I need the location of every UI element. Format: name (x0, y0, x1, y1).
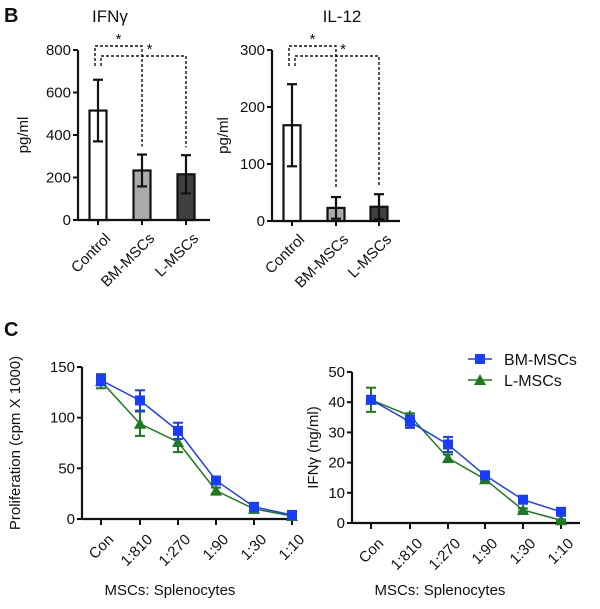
legend: BM-MSCs L-MSCs (468, 352, 577, 390)
triangle-marker (134, 417, 146, 429)
square-marker (480, 470, 490, 481)
x-tick-label: Con (86, 531, 117, 562)
x-axis-label: MSCs: Splenocytes (375, 582, 506, 599)
triangle-marker (517, 504, 529, 516)
y-tick-label: 50 (58, 460, 75, 477)
square-marker (96, 375, 106, 386)
triangle-marker (210, 484, 222, 496)
chart-title: IL-12 (323, 7, 362, 26)
square-marker (366, 394, 376, 405)
y-tick-label: 0 (257, 213, 265, 230)
y-tick-label: 150 (50, 359, 75, 376)
y-tick-label: 300 (240, 42, 265, 59)
significance-bracket (294, 55, 380, 187)
triangle-marker (474, 374, 486, 385)
significance-star: * (340, 41, 346, 58)
square-marker (135, 395, 145, 406)
significance-bracket (100, 55, 187, 148)
series-line (100, 379, 293, 516)
y-tick-label: 0 (337, 515, 345, 532)
y-axis-label: Proliferation (cpm X 1000) (7, 356, 24, 530)
square-marker (475, 354, 485, 364)
significance-bracket (94, 45, 143, 147)
chart-il12-bar: 0100200300pg/mlIL-12ControlBM-MSCsL-MSCs… (215, 7, 400, 292)
triangle-marker (555, 514, 567, 526)
y-tick-label: 20 (328, 455, 345, 472)
y-tick-label: 600 (46, 85, 71, 102)
y-tick-label: 50 (328, 364, 345, 381)
chart-ifng-bar: 0200400600800pg/mlIFNγControlBM-MSCsL-MS… (15, 7, 210, 291)
y-tick-label: 200 (240, 99, 265, 116)
series-line (370, 399, 562, 522)
square-marker (249, 501, 259, 512)
x-tick-label: 1:270 (426, 535, 465, 574)
y-tick-label: 0 (63, 212, 71, 229)
square-marker (443, 439, 453, 450)
y-axis-label: IFNγ (ng/ml) (305, 406, 322, 489)
legend-label: L-MSCs (504, 373, 562, 390)
square-marker (211, 475, 221, 486)
y-axis-label: pg/ml (215, 117, 232, 154)
x-tick-label: 1:30 (238, 531, 271, 564)
y-tick-label: 10 (328, 485, 345, 502)
chart-ifng-line: 0 10 20 30 40 50 IFNγ (ng/ml) Con 1:810 1:270 1:90… (305, 352, 580, 599)
x-tick-label: 1:90 (200, 531, 233, 564)
significance-star: * (147, 41, 153, 58)
x-tick-label: 1:10 (276, 531, 309, 564)
x-tick-label: Con (356, 535, 387, 566)
significance-bracket (288, 45, 337, 190)
x-tick-label: L-MSCs (345, 231, 395, 281)
legend-label: BM-MSCs (504, 352, 577, 369)
x-tick-label: 1:270 (156, 531, 195, 570)
y-tick-label: 200 (46, 170, 71, 187)
y-tick-label: 30 (328, 424, 345, 441)
significance-star: * (310, 31, 316, 48)
x-tick-label: L-MSCs (152, 230, 202, 280)
x-tick-label: 1:810 (388, 535, 427, 574)
y-tick-label: 400 (46, 127, 71, 144)
x-tick-label: 1:10 (545, 535, 578, 568)
series-line (100, 380, 293, 517)
significance-star: * (116, 31, 122, 48)
series-line (370, 399, 562, 513)
square-marker (287, 509, 297, 520)
square-marker (405, 416, 415, 427)
chart-title: IFNγ (92, 7, 128, 26)
x-tick-label: 1:90 (469, 535, 502, 568)
panel-label-b: B (4, 5, 18, 27)
y-tick-label: 100 (50, 410, 75, 427)
y-tick-label: 0 (67, 511, 75, 528)
panel-label-c: C (4, 319, 18, 341)
y-axis-label: pg/ml (15, 117, 32, 154)
triangle-marker (172, 435, 184, 447)
x-tick-label: 1:30 (507, 535, 540, 568)
square-marker (173, 425, 183, 436)
y-tick-label: 40 (328, 394, 345, 411)
y-tick-label: 100 (240, 156, 265, 173)
square-marker (556, 506, 566, 517)
triangle-marker (442, 452, 454, 464)
y-tick-label: 800 (46, 42, 71, 59)
x-axis-label: MSCs: Splenocytes (105, 582, 236, 599)
square-marker (518, 494, 528, 505)
x-tick-label: 1:810 (118, 531, 157, 570)
